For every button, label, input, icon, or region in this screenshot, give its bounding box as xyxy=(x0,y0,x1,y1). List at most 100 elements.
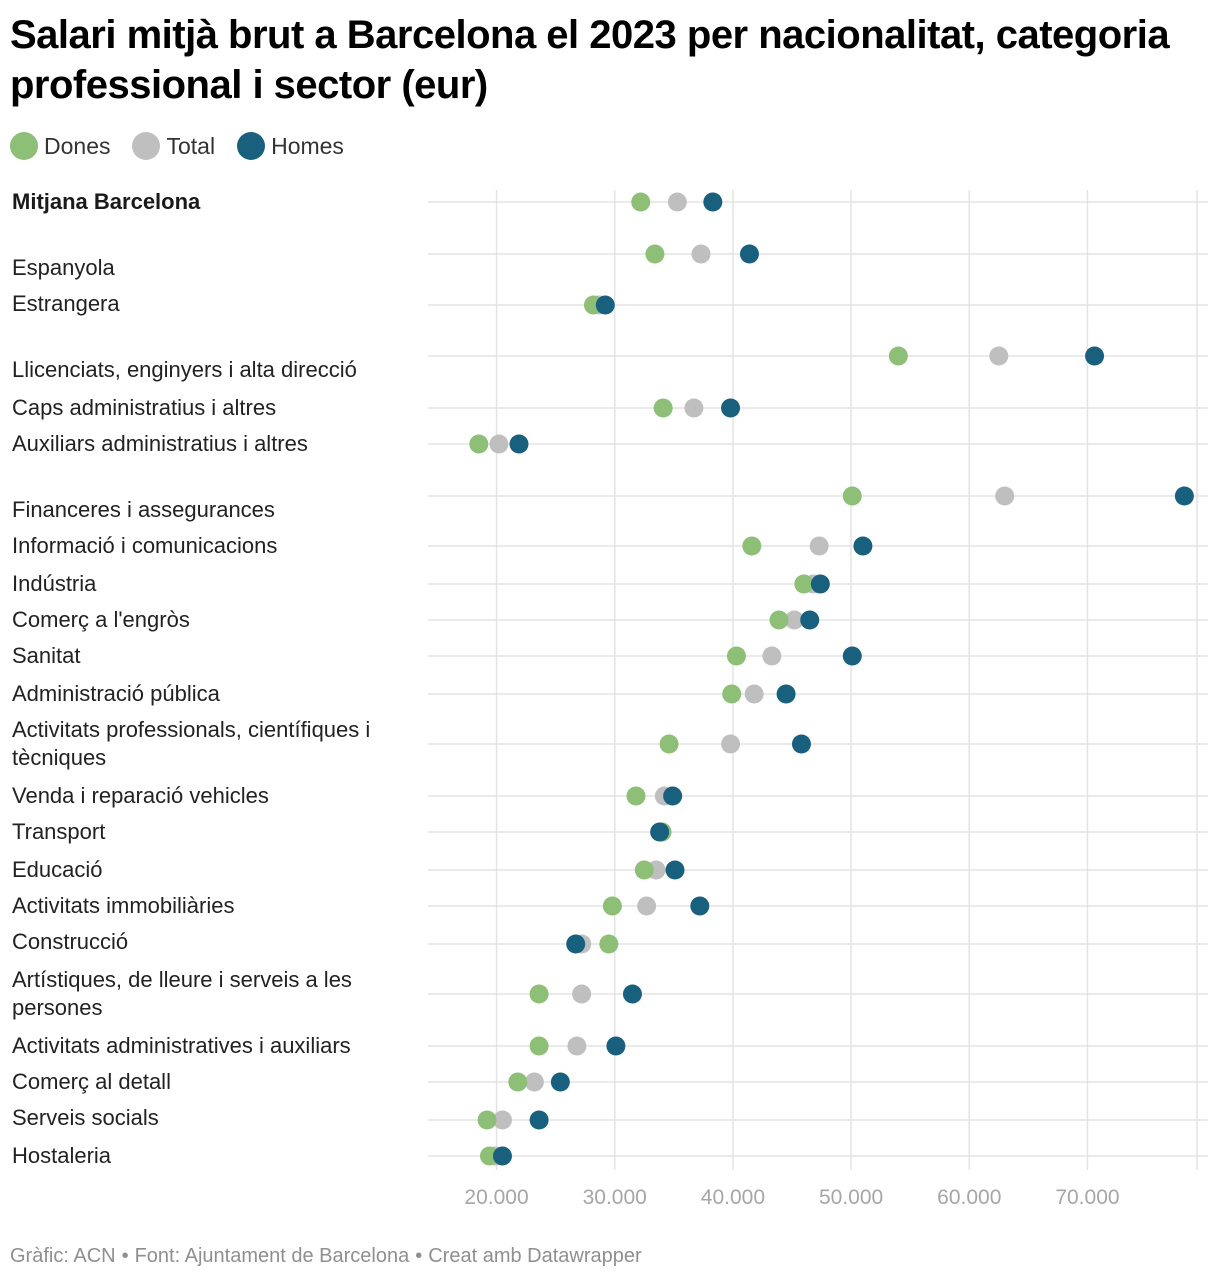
row-label: Comerç al detall xyxy=(12,1069,171,1094)
row-label: Llicenciats, enginyers i alta direcció xyxy=(12,357,357,382)
dot-total xyxy=(567,1036,587,1056)
dot-total xyxy=(721,734,741,754)
row-label: Caps administratius i altres xyxy=(12,395,277,420)
dot-total xyxy=(989,346,1009,366)
footer-separator: • xyxy=(415,1245,423,1267)
legend-label-dones: Dones xyxy=(44,132,111,159)
row-label: Construcció xyxy=(12,929,129,954)
dot-homes xyxy=(721,398,741,418)
x-tick-label: 60.000 xyxy=(937,1186,1001,1209)
dot-dones xyxy=(626,786,646,806)
chart-title: Salari mitjà brut a Barcelona el 2023 pe… xyxy=(10,13,1170,107)
dot-dones xyxy=(599,934,619,954)
dot-dones xyxy=(634,860,654,880)
row-label: Comerç a l'engròs xyxy=(12,607,190,632)
dot-homes xyxy=(1174,486,1194,506)
legend-dot-dones xyxy=(10,132,38,160)
footer-source: Font: Ajuntament de Barcelona xyxy=(134,1245,410,1267)
dot-homes xyxy=(665,860,685,880)
legend-dot-homes xyxy=(237,132,266,160)
dot-dones xyxy=(479,1146,499,1166)
row-label: Mitjana Barcelona xyxy=(12,189,201,214)
footer-credit: Creat amb Datawrapper xyxy=(428,1245,642,1267)
dot-dones xyxy=(726,646,746,666)
legend-item-total: Total xyxy=(132,132,215,160)
dot-homes xyxy=(703,192,723,212)
dot-dones xyxy=(602,896,622,916)
row-label: Hostaleria xyxy=(12,1143,112,1168)
row-label: Indústria xyxy=(12,571,97,596)
dot-homes xyxy=(810,574,830,594)
dot-dones xyxy=(659,734,679,754)
dot-total xyxy=(784,610,804,630)
row-label: Venda i reparació vehicles xyxy=(12,783,269,808)
dot-total xyxy=(524,1072,544,1092)
legend-dot-total xyxy=(132,132,161,160)
dot-total xyxy=(492,1110,512,1130)
legend-item-homes: Homes xyxy=(237,132,344,160)
dot-total xyxy=(809,536,829,556)
dot-homes xyxy=(566,934,586,954)
x-tick-label: 40.000 xyxy=(701,1186,765,1209)
dot-dones xyxy=(888,346,908,366)
dot-dones xyxy=(769,610,789,630)
dot-dones xyxy=(508,1072,528,1092)
dot-total xyxy=(744,684,764,704)
dot-dones xyxy=(631,192,651,212)
dot-total xyxy=(995,486,1015,506)
dot-total xyxy=(489,434,509,454)
dot-homes xyxy=(622,984,642,1004)
dot-homes xyxy=(853,536,873,556)
row-label: Auxiliars administratius i altres xyxy=(12,431,308,456)
footer-graphic: Gràfic: ACN xyxy=(10,1245,116,1267)
legend-label-total: Total xyxy=(166,132,216,159)
dot-homes xyxy=(800,610,820,630)
row-label: Sanitat xyxy=(12,643,81,668)
dot-dones xyxy=(794,574,814,594)
row-label: Artístiques, de lleure i serveis a les p… xyxy=(12,967,352,1020)
row-label: Estrangera xyxy=(12,291,120,316)
row-label: Transport xyxy=(12,819,106,844)
row-label: Activitats immobiliàries xyxy=(12,893,235,918)
x-tick-label: 30.000 xyxy=(583,1186,647,1209)
dot-total xyxy=(637,896,657,916)
dot-dones xyxy=(742,536,762,556)
footer: Gràfic: ACN • Font: Ajuntament de Barcelon… xyxy=(10,1245,642,1268)
dot-dones xyxy=(529,1036,549,1056)
dot-dones xyxy=(529,984,549,1004)
dot-homes xyxy=(791,734,811,754)
dot-homes xyxy=(529,1110,549,1130)
dot-homes xyxy=(776,684,796,704)
dot-homes xyxy=(663,786,683,806)
row-label: Espanyola xyxy=(12,255,115,280)
dot-total xyxy=(572,984,592,1004)
dot-dones xyxy=(722,684,742,704)
dot-dones xyxy=(842,486,862,506)
dot-homes xyxy=(606,1036,626,1056)
x-tick-label: 50.000 xyxy=(819,1186,883,1209)
legend-item-dones: Dones xyxy=(10,132,110,160)
dot-homes xyxy=(509,434,529,454)
footer-separator: • xyxy=(121,1245,129,1267)
dot-dones xyxy=(469,434,489,454)
dot-dones xyxy=(653,398,673,418)
x-tick-label: 20.000 xyxy=(464,1186,528,1209)
dot-total xyxy=(667,192,687,212)
row-label: Educació xyxy=(12,857,103,882)
row-label: Activitats administratives i auxiliars xyxy=(12,1033,351,1058)
legend: Dones Total Homes xyxy=(10,128,366,164)
dot-homes xyxy=(550,1072,570,1092)
dot-homes xyxy=(690,896,710,916)
x-tick-label: 70.000 xyxy=(1055,1186,1119,1209)
dot-total xyxy=(762,646,782,666)
dot-homes xyxy=(650,822,670,842)
legend-label-homes: Homes xyxy=(271,132,344,159)
row-label: Financeres i assegurances xyxy=(12,497,275,522)
dot-homes xyxy=(842,646,862,666)
row-label: Serveis socials xyxy=(12,1105,159,1130)
dot-total xyxy=(684,398,704,418)
row-label: Activitats professionals, científiques i… xyxy=(12,717,371,770)
dot-dones xyxy=(645,244,665,264)
dot-homes xyxy=(595,295,615,315)
